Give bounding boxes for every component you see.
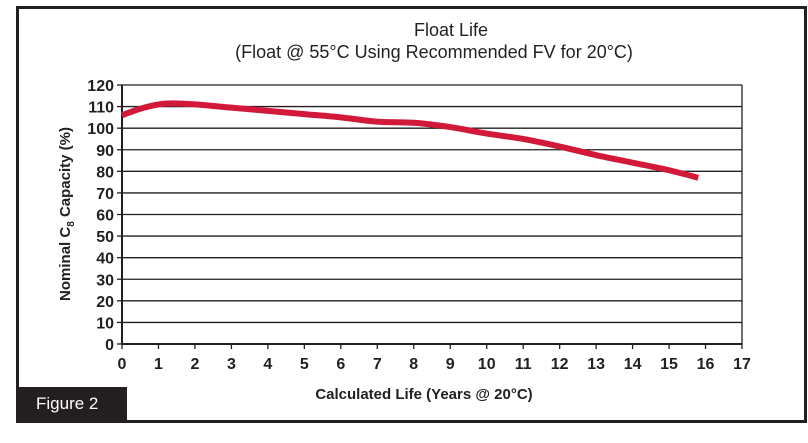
- x-tick-label: 2: [190, 356, 199, 373]
- y-tick-label: 10: [96, 315, 114, 332]
- x-tick-label: 16: [697, 356, 715, 373]
- y-tick-label: 80: [96, 164, 114, 181]
- y-tick-label: 40: [96, 251, 114, 268]
- x-tick-label: 6: [336, 356, 345, 373]
- x-tick-label: 14: [624, 356, 642, 373]
- x-tick-label: 17: [733, 356, 751, 373]
- x-tick-label: 12: [551, 356, 569, 373]
- figure-frame: [16, 6, 807, 423]
- x-tick-label: 11: [515, 356, 532, 373]
- y-tick-label: 0: [105, 337, 114, 354]
- y-axis-label-part1: Nominal C: [57, 227, 74, 301]
- y-tick-label: 60: [96, 208, 114, 225]
- y-tick-label: 20: [96, 294, 114, 311]
- y-tick-label: 30: [96, 272, 114, 289]
- x-tick-label: 10: [478, 356, 496, 373]
- x-tick-label: 8: [409, 356, 418, 373]
- x-tick-label: 7: [373, 356, 382, 373]
- y-axis-label-part2: Capacity (%): [57, 127, 74, 221]
- capacity-line: [120, 100, 699, 181]
- y-axis-label-subscript: 8: [66, 221, 77, 227]
- x-tick-label: 0: [118, 356, 127, 373]
- y-tick-label: 90: [96, 143, 114, 160]
- chart-title: Float Life: [414, 20, 488, 40]
- x-tick-label: 3: [227, 356, 236, 373]
- x-tick-label: 9: [446, 356, 455, 373]
- x-tick-label: 13: [587, 356, 605, 373]
- y-tick-label: 50: [96, 229, 114, 246]
- y-tick-label: 70: [96, 186, 114, 203]
- y-tick-label: 120: [87, 78, 114, 95]
- x-tick-label: 5: [300, 356, 309, 373]
- y-tick-label: 100: [87, 121, 114, 138]
- x-tick-label: 1: [154, 356, 163, 373]
- x-axis-label: Calculated Life (Years @ 20°C): [315, 386, 532, 403]
- figure-label: Figure 2: [16, 387, 127, 420]
- x-tick-label: 4: [263, 356, 272, 373]
- y-tick-label: 110: [88, 100, 114, 117]
- x-tick-label: 15: [660, 356, 678, 373]
- chart-subtitle: (Float @ 55°C Using Recommended FV for 2…: [235, 42, 633, 62]
- y-axis-label: Nominal C8 Capacity (%): [57, 127, 77, 301]
